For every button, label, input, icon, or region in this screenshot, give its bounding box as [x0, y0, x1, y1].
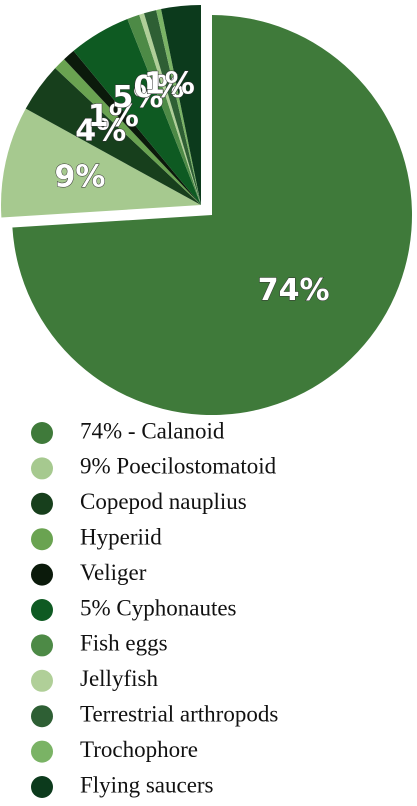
legend-text: Trochophore	[80, 737, 198, 762]
slice-label: 0%	[134, 70, 185, 105]
legend-text: Veliger	[80, 560, 147, 585]
legend-text: Flying saucers	[80, 772, 214, 797]
pie-slice	[139, 13, 201, 206]
legend-marker	[31, 563, 53, 586]
legend-marker	[31, 776, 53, 798]
legend-marker	[31, 740, 53, 763]
legend-text: Terrestrial arthropods	[80, 701, 278, 726]
pie-slice	[143, 10, 201, 206]
legend-marker	[31, 528, 53, 551]
legend-text: Hyperiid	[80, 524, 162, 549]
legend-text: Copepod nauplius	[80, 489, 247, 514]
pie-slice	[55, 59, 202, 206]
pie-slice	[156, 9, 201, 205]
pie-slice	[127, 14, 201, 205]
legend-text: Fish eggs	[80, 631, 168, 656]
pie-slice	[64, 50, 201, 205]
pie-slice	[12, 15, 412, 415]
pie-slice	[73, 19, 201, 205]
legend-marker	[31, 669, 53, 692]
legend-marker	[31, 599, 53, 621]
legend-marker	[31, 705, 53, 728]
slice-label: 4%	[75, 114, 126, 149]
legend-marker	[31, 422, 53, 444]
pie-slice	[25, 68, 202, 205]
legend-text: Jellyfish	[80, 666, 158, 691]
legend-marker	[31, 492, 53, 515]
pie-slice	[1, 108, 202, 218]
slice-label: 9%	[55, 159, 106, 194]
slice-label: 1%	[144, 67, 195, 102]
legend-text: 74% - Calanoid	[80, 418, 225, 443]
legend-marker	[31, 457, 53, 480]
slice-label: 5%	[112, 80, 163, 115]
slice-label: 74%	[258, 273, 330, 308]
legend-text: 5% Cyphonautes	[80, 595, 237, 620]
slice-label: 1%	[88, 99, 139, 134]
legend-marker	[31, 634, 53, 657]
pie-slice	[161, 5, 201, 205]
legend-text: 9% Poecilostomatoid	[80, 454, 277, 479]
